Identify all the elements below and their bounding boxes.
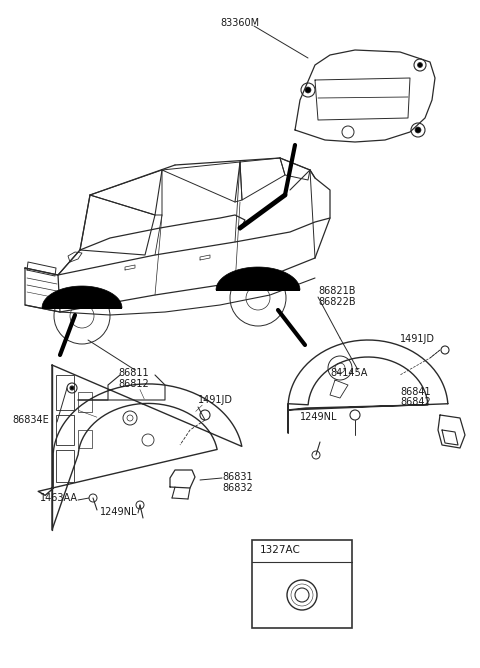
Bar [78, 392, 92, 412]
Text: 86822B: 86822B [318, 297, 356, 307]
Circle shape [70, 386, 74, 390]
Circle shape [418, 63, 422, 67]
Text: 1491JD: 1491JD [198, 395, 233, 405]
Text: 86831: 86831 [222, 472, 252, 482]
Bar [56, 415, 74, 445]
Circle shape [305, 87, 311, 93]
Text: 86841: 86841 [400, 387, 431, 397]
Polygon shape [42, 286, 122, 308]
Text: 1249NL: 1249NL [100, 507, 137, 517]
Bar [56, 450, 74, 482]
Text: 86821B: 86821B [318, 286, 356, 296]
Polygon shape [216, 267, 300, 290]
Bar [78, 430, 92, 448]
Circle shape [415, 127, 421, 133]
Text: 1327AC: 1327AC [260, 545, 301, 555]
Text: 84145A: 84145A [330, 368, 367, 378]
Text: 86812: 86812 [118, 379, 149, 389]
Text: 86834E: 86834E [12, 415, 49, 425]
Bar [252, 540, 352, 628]
Text: 86842: 86842 [400, 397, 431, 407]
Text: 1491JD: 1491JD [400, 334, 435, 344]
Text: 1463AA: 1463AA [40, 493, 78, 503]
Text: 86832: 86832 [222, 483, 253, 493]
Bar [56, 375, 74, 410]
Text: 1249NL: 1249NL [300, 412, 337, 422]
Text: 83360M: 83360M [220, 18, 259, 28]
Text: 86811: 86811 [118, 368, 149, 378]
